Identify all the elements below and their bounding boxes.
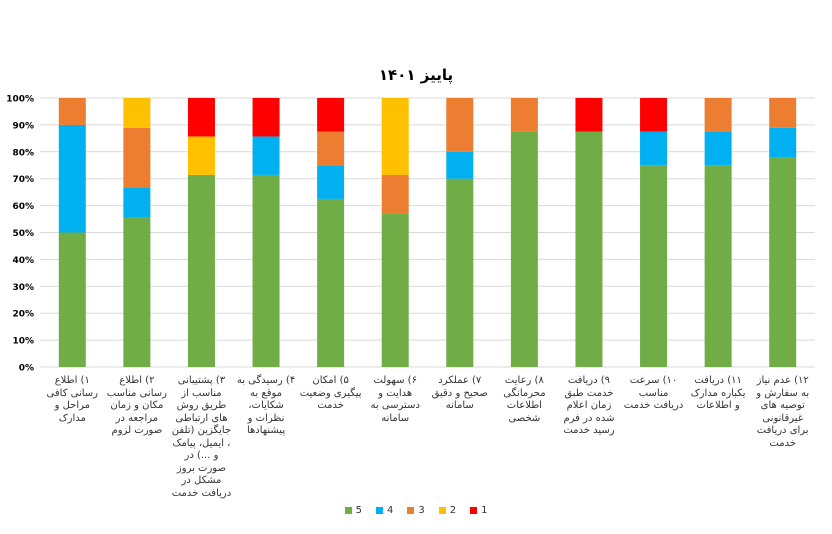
legend-item-1: 1	[470, 505, 487, 516]
bar-segment-series-4-cat-2	[123, 187, 151, 218]
gridlines	[40, 97, 815, 368]
y-tick-label: 100%	[6, 95, 34, 105]
legend-label: 3	[418, 504, 425, 516]
bar-segment-series-4-cat-7	[446, 151, 474, 179]
bar-segment-series-5-cat-11	[704, 165, 732, 367]
y-tick-label: 60%	[12, 202, 34, 212]
bar-segment-series-5-cat-10	[640, 165, 668, 367]
bar-segment-series-2-cat-6	[381, 98, 409, 175]
bar-segment-series-5-cat-12	[769, 157, 797, 367]
bar-segment-series-5-cat-7	[446, 178, 474, 367]
bar-segment-series-5-cat-5	[317, 198, 345, 367]
bars	[58, 98, 797, 367]
legend-swatch	[344, 506, 352, 514]
bar-segment-series-5-cat-1	[58, 232, 86, 367]
x-category-label: ۵) امکان پیگیری وضعیت خدمت	[299, 375, 362, 411]
x-category-label: ۲) اطلاع رسانی مناسب مکان و زمان مراجعه …	[106, 375, 167, 436]
y-tick-label: 20%	[12, 310, 34, 320]
bar-segment-series-4-cat-11	[704, 131, 732, 166]
y-tick-label: 10%	[12, 337, 34, 347]
legend-swatch	[375, 506, 383, 514]
bar-segment-series-4-cat-10	[640, 131, 668, 166]
y-tick-label: 90%	[12, 121, 34, 131]
x-category-label: ۴) رسیدگی به موقع به شکایات، نظرات و پیش…	[236, 375, 296, 436]
legend-item-2: 2	[438, 504, 457, 516]
chart-title: پاییز ۱۴۰۱	[379, 66, 453, 85]
bar-segment-series-3-cat-8	[510, 98, 538, 132]
y-tick-label: 70%	[12, 175, 34, 185]
x-category-label: ۱۰) سرعت مناسب دریافت خدمت	[623, 375, 684, 411]
legend-item-3: 3	[407, 504, 425, 516]
bar-segment-series-5-cat-8	[510, 131, 538, 367]
bar-segment-series-4-cat-4	[252, 136, 280, 175]
bar-segment-series-2-cat-2	[123, 98, 151, 128]
bar-segment-series-1-cat-10	[640, 98, 668, 132]
bar-segment-series-3-cat-2	[123, 127, 151, 188]
bar-segment-series-2-cat-3	[187, 136, 215, 175]
bar-segment-series-3-cat-11	[704, 98, 732, 132]
legend-swatch	[438, 506, 446, 514]
x-category-label: ۶) سهولت هدایت و دسترسی به سامانه	[370, 375, 420, 424]
x-category-label: ۱۲) عدم نیاز به سفارش و توصیه های غیرقان…	[756, 375, 810, 449]
x-category-label: ۱۱) دریافت یکباره مدارک و اطلاعات	[690, 375, 746, 411]
bar-segment-series-4-cat-12	[769, 127, 797, 158]
x-category-label: ۱) اطلاع رسانی کافی مراحل و مدارک	[46, 375, 99, 424]
bar-segment-series-3-cat-12	[769, 98, 797, 128]
bar-segment-series-5-cat-4	[252, 174, 280, 367]
legend: 5 4 3 2 1	[0, 503, 832, 517]
y-tick-label: 40%	[12, 256, 34, 266]
bar-segment-series-1-cat-4	[252, 98, 280, 137]
bar-segment-series-5-cat-9	[575, 131, 603, 367]
bar-segment-series-3-cat-5	[317, 131, 345, 166]
bar-segment-series-5-cat-2	[123, 217, 151, 367]
legend-label: 2	[449, 504, 457, 516]
x-category-label: ۳) پشتیبانی مناسب از طریق روش های ارتباط…	[171, 375, 232, 499]
legend-item-5: 5	[344, 504, 362, 516]
y-axis-ticks: 0% 10% 20% 30% 40% 50% 60% 70% 80% 90% 100%	[6, 95, 34, 374]
legend-swatch	[470, 506, 478, 514]
x-category-label: ۹) دریافت خدمت طبق زمان اعلام شده در فرم…	[563, 375, 615, 436]
bar-segment-series-1-cat-9	[575, 98, 603, 132]
y-tick-label: 50%	[12, 229, 34, 239]
bar-segment-series-5-cat-6	[381, 213, 409, 367]
bar-segment-series-3-cat-6	[381, 174, 409, 214]
bar-segment-series-5-cat-3	[187, 174, 215, 367]
legend-label: 5	[355, 504, 362, 516]
y-tick-label: 0%	[19, 364, 34, 374]
bar-segment-series-1-cat-5	[317, 98, 345, 132]
x-category-label: ۸) رعایت محرمانگی اطلاعات شخصی	[503, 375, 546, 424]
bar-segment-series-3-cat-1	[58, 98, 86, 125]
bar-segment-series-1-cat-3	[187, 98, 215, 137]
y-tick-label: 80%	[12, 148, 34, 158]
bar-segment-series-3-cat-7	[446, 98, 474, 152]
legend-label: 4	[386, 504, 394, 516]
legend-item-4: 4	[375, 504, 394, 516]
bar-segment-series-4-cat-1	[58, 124, 86, 233]
bar-segment-series-4-cat-5	[317, 165, 345, 199]
y-tick-label: 30%	[12, 283, 34, 293]
legend-swatch	[407, 506, 415, 514]
x-category-label: ۷) عملکرد صحیح و دقیق سامانه	[431, 375, 488, 411]
legend-label: 1	[481, 504, 488, 516]
